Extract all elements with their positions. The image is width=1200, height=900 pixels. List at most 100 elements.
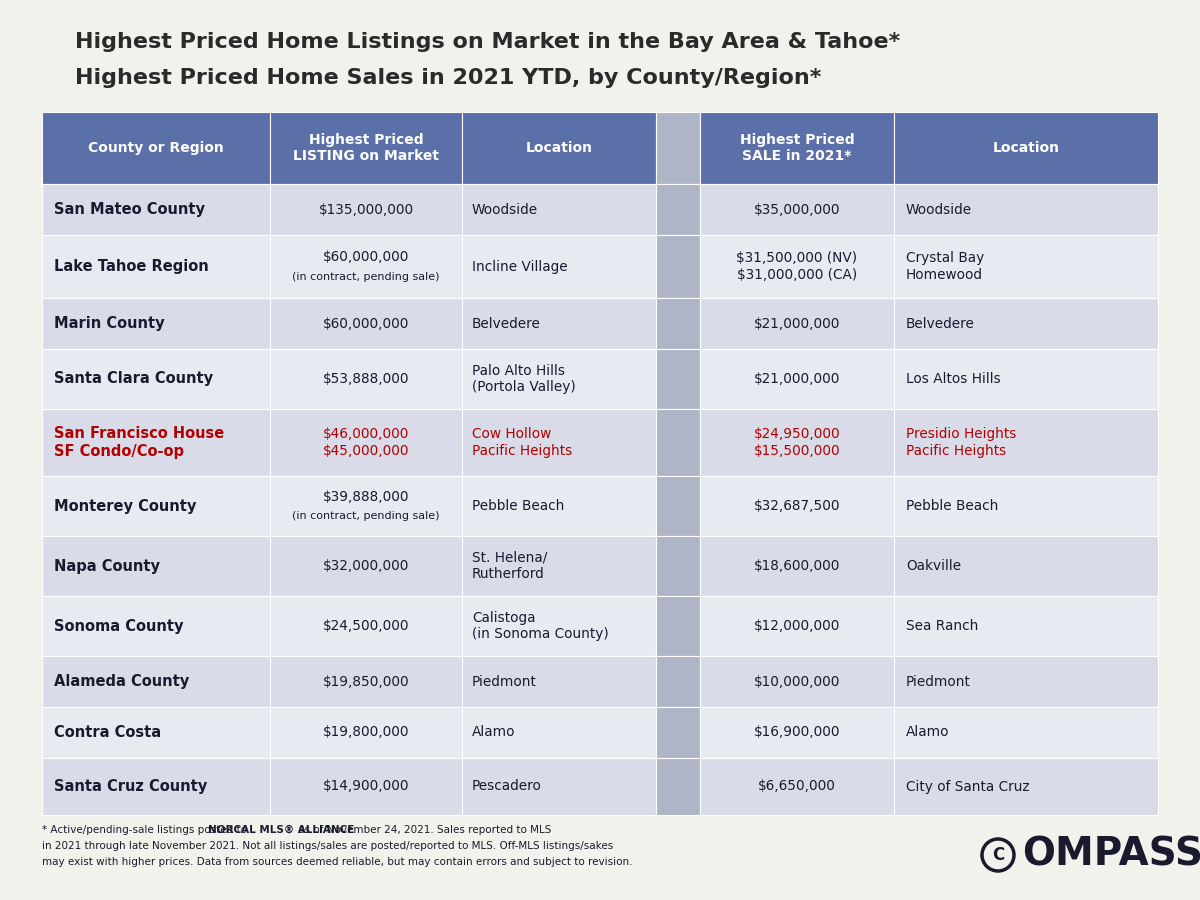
Text: Palo Alto Hills
(Portola Valley): Palo Alto Hills (Portola Valley) (472, 364, 576, 394)
Bar (42, 536, 270, 596)
Text: San Francisco House
SF Condo/Co-op: San Francisco House SF Condo/Co-op (54, 427, 224, 459)
Bar (462, 184, 656, 235)
Text: Piedmont: Piedmont (906, 674, 971, 688)
Text: Cow Hollow
Pacific Heights: Cow Hollow Pacific Heights (472, 428, 572, 457)
Bar (270, 184, 462, 235)
Bar (462, 596, 656, 656)
Text: $19,850,000: $19,850,000 (323, 674, 409, 688)
Bar (656, 235, 700, 298)
Text: $24,500,000: $24,500,000 (323, 619, 409, 633)
Bar (656, 184, 700, 235)
Bar (700, 758, 894, 815)
Text: $60,000,000: $60,000,000 (323, 317, 409, 330)
Text: (in contract, pending sale): (in contract, pending sale) (293, 272, 439, 283)
Text: Alamo: Alamo (906, 725, 949, 740)
Bar (894, 536, 1158, 596)
Text: $16,900,000: $16,900,000 (754, 725, 840, 740)
Text: Highest Priced Home Listings on Market in the Bay Area & Tahoe*: Highest Priced Home Listings on Market i… (74, 32, 900, 52)
Text: in 2021 through late November 2021. Not all listings/sales are posted/reported t: in 2021 through late November 2021. Not … (42, 841, 613, 851)
Text: Highest Priced Home Sales in 2021 YTD, by County/Region*: Highest Priced Home Sales in 2021 YTD, b… (74, 68, 821, 88)
Text: City of Santa Cruz: City of Santa Cruz (906, 779, 1030, 794)
Text: $135,000,000: $135,000,000 (318, 202, 414, 217)
Bar (270, 112, 462, 184)
Text: San Mateo County: San Mateo County (54, 202, 205, 217)
Bar (42, 707, 270, 758)
Bar (656, 656, 700, 707)
Bar (270, 656, 462, 707)
Text: St. Helena/
Rutherford: St. Helena/ Rutherford (472, 551, 547, 581)
Bar (700, 707, 894, 758)
Bar (700, 476, 894, 536)
Text: Woodside: Woodside (906, 202, 972, 217)
Bar (656, 707, 700, 758)
Bar (42, 476, 270, 536)
Bar (462, 112, 656, 184)
Bar (462, 707, 656, 758)
Text: Woodside: Woodside (472, 202, 538, 217)
Text: $18,600,000: $18,600,000 (754, 559, 840, 573)
Bar (894, 476, 1158, 536)
Bar (894, 656, 1158, 707)
Bar (700, 596, 894, 656)
Text: NORCAL MLS® ALLIANCE: NORCAL MLS® ALLIANCE (208, 825, 354, 835)
Text: $32,687,500: $32,687,500 (754, 499, 840, 513)
Text: $32,000,000: $32,000,000 (323, 559, 409, 573)
Bar (700, 112, 894, 184)
Bar (462, 235, 656, 298)
Bar (270, 235, 462, 298)
Text: may exist with higher prices. Data from sources deemed reliable, but may contain: may exist with higher prices. Data from … (42, 857, 632, 867)
Bar (42, 298, 270, 349)
Bar (894, 349, 1158, 409)
Text: $60,000,000: $60,000,000 (323, 250, 409, 264)
Bar (700, 298, 894, 349)
Text: Highest Priced
LISTING on Market: Highest Priced LISTING on Market (293, 133, 439, 163)
Text: $39,888,000: $39,888,000 (323, 490, 409, 504)
Bar (42, 235, 270, 298)
Text: as of November 24, 2021. Sales reported to MLS: as of November 24, 2021. Sales reported … (295, 825, 552, 835)
Bar (700, 536, 894, 596)
Bar (462, 298, 656, 349)
Bar (270, 349, 462, 409)
Bar (656, 596, 700, 656)
Text: C: C (992, 846, 1004, 864)
Bar (462, 409, 656, 476)
Text: Napa County: Napa County (54, 559, 160, 573)
Text: County or Region: County or Region (88, 141, 224, 155)
Text: $31,500,000 (NV)
$31,000,000 (CA): $31,500,000 (NV) $31,000,000 (CA) (737, 251, 858, 282)
Bar (42, 758, 270, 815)
Text: Pebble Beach: Pebble Beach (472, 499, 564, 513)
Text: $6,650,000: $6,650,000 (758, 779, 836, 794)
Text: (in contract, pending sale): (in contract, pending sale) (293, 511, 439, 521)
Bar (270, 596, 462, 656)
Bar (462, 656, 656, 707)
Text: Pescadero: Pescadero (472, 779, 542, 794)
Bar (42, 656, 270, 707)
Bar (894, 298, 1158, 349)
Bar (270, 707, 462, 758)
Text: Piedmont: Piedmont (472, 674, 536, 688)
Bar (894, 184, 1158, 235)
Bar (700, 656, 894, 707)
Text: Sea Ranch: Sea Ranch (906, 619, 978, 633)
Bar (462, 536, 656, 596)
Text: Alameda County: Alameda County (54, 674, 190, 689)
Text: Santa Cruz County: Santa Cruz County (54, 779, 208, 794)
Text: Belvedere: Belvedere (906, 317, 974, 330)
Bar (894, 112, 1158, 184)
Text: OMPASS: OMPASS (1022, 836, 1200, 874)
Bar (42, 349, 270, 409)
Text: Presidio Heights
Pacific Heights: Presidio Heights Pacific Heights (906, 428, 1016, 457)
Bar (656, 409, 700, 476)
Bar (42, 409, 270, 476)
Bar (656, 349, 700, 409)
Bar (656, 476, 700, 536)
Bar (700, 235, 894, 298)
Bar (270, 536, 462, 596)
Text: $19,800,000: $19,800,000 (323, 725, 409, 740)
Text: $46,000,000
$45,000,000: $46,000,000 $45,000,000 (323, 428, 409, 457)
Text: Lake Tahoe Region: Lake Tahoe Region (54, 259, 209, 274)
Bar (42, 596, 270, 656)
Text: Alamo: Alamo (472, 725, 516, 740)
Bar (656, 112, 700, 184)
Text: $21,000,000: $21,000,000 (754, 317, 840, 330)
